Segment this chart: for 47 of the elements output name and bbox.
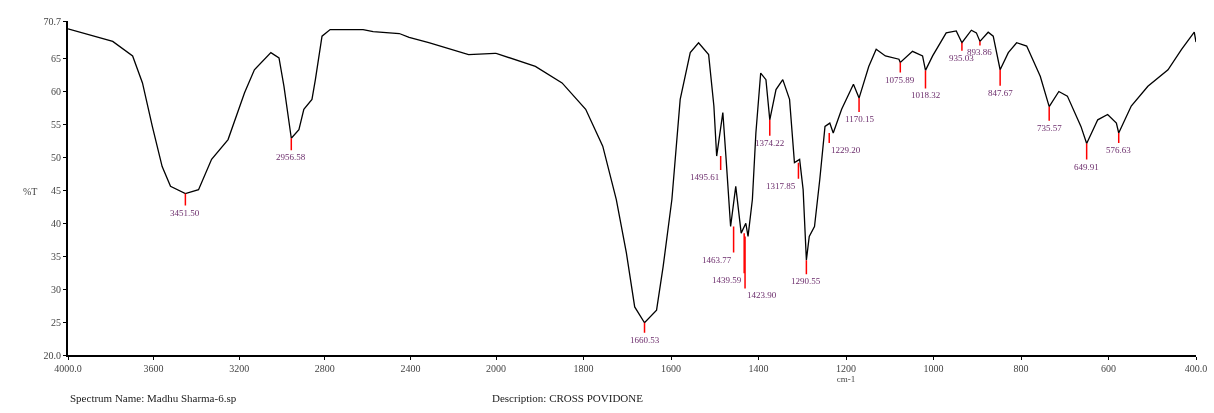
annotation: 3451.50 (170, 208, 200, 218)
x-tick-label: 2400 (400, 363, 421, 374)
annotation: 1018.32 (911, 90, 941, 100)
annotation: 1075.89 (885, 75, 915, 85)
x-tick-label: 400.0 (1184, 363, 1208, 374)
annotation: 1423.90 (747, 290, 777, 300)
x-tick-label: 800 (1013, 363, 1029, 374)
annotation: 1170.15 (845, 114, 875, 124)
y-tick-label: 25 (51, 316, 61, 328)
annotation: 1439.59 (712, 275, 742, 285)
x-tick-label: 1000 (923, 363, 944, 374)
y-tick-label: 20.0 (43, 349, 61, 361)
y-tick-label: 40 (51, 217, 61, 229)
y-tick-label: 70.7 (43, 15, 61, 27)
annotation: 1374.22 (755, 138, 785, 148)
x-tick-label: 600 (1101, 363, 1116, 374)
annotation: 576.63 (1106, 145, 1132, 155)
y-tick-label: 35 (51, 250, 61, 262)
annotation: 735.57 (1037, 123, 1063, 133)
annotation: 1463.77 (702, 255, 732, 265)
x-axis-title: cm-1 (836, 374, 856, 384)
annotation: 2956.58 (276, 152, 306, 162)
x-tick-label: 1600 (661, 363, 681, 374)
y-axis-title: %T (23, 186, 38, 197)
annotation: 1290.55 (791, 276, 821, 286)
y-tick-label: 55 (51, 118, 61, 130)
annotation: 847.67 (988, 88, 1014, 98)
text: Description: CROSS POVIDONE (492, 392, 644, 404)
x-tick-label: 3600 (143, 363, 164, 374)
x-tick-label: 4000.0 (54, 363, 82, 374)
text: Spectrum Name: Madhu Sharma-6.sp (70, 392, 237, 404)
x-tick-label: 1800 (573, 363, 594, 374)
x-tick-label: 2800 (314, 363, 335, 374)
y-tick-label: 30 (51, 283, 61, 295)
annotation: 1229.20 (831, 145, 861, 155)
annotation: 1660.53 (630, 335, 660, 345)
x-tick-label: 3200 (229, 363, 250, 374)
y-tick-label: 50 (51, 151, 61, 163)
y-tick-label: 65 (51, 53, 61, 65)
x-tick-label: 1200 (836, 363, 856, 374)
annotation: 1317.85 (766, 181, 796, 191)
y-tick-label: 60 (51, 85, 61, 97)
annotation: 1495.61 (690, 172, 720, 182)
annotation: 649.91 (1074, 162, 1099, 172)
y-tick-label: 45 (51, 184, 61, 196)
x-tick-label: 2000 (486, 363, 506, 374)
x-tick-label: 1400 (748, 363, 769, 374)
